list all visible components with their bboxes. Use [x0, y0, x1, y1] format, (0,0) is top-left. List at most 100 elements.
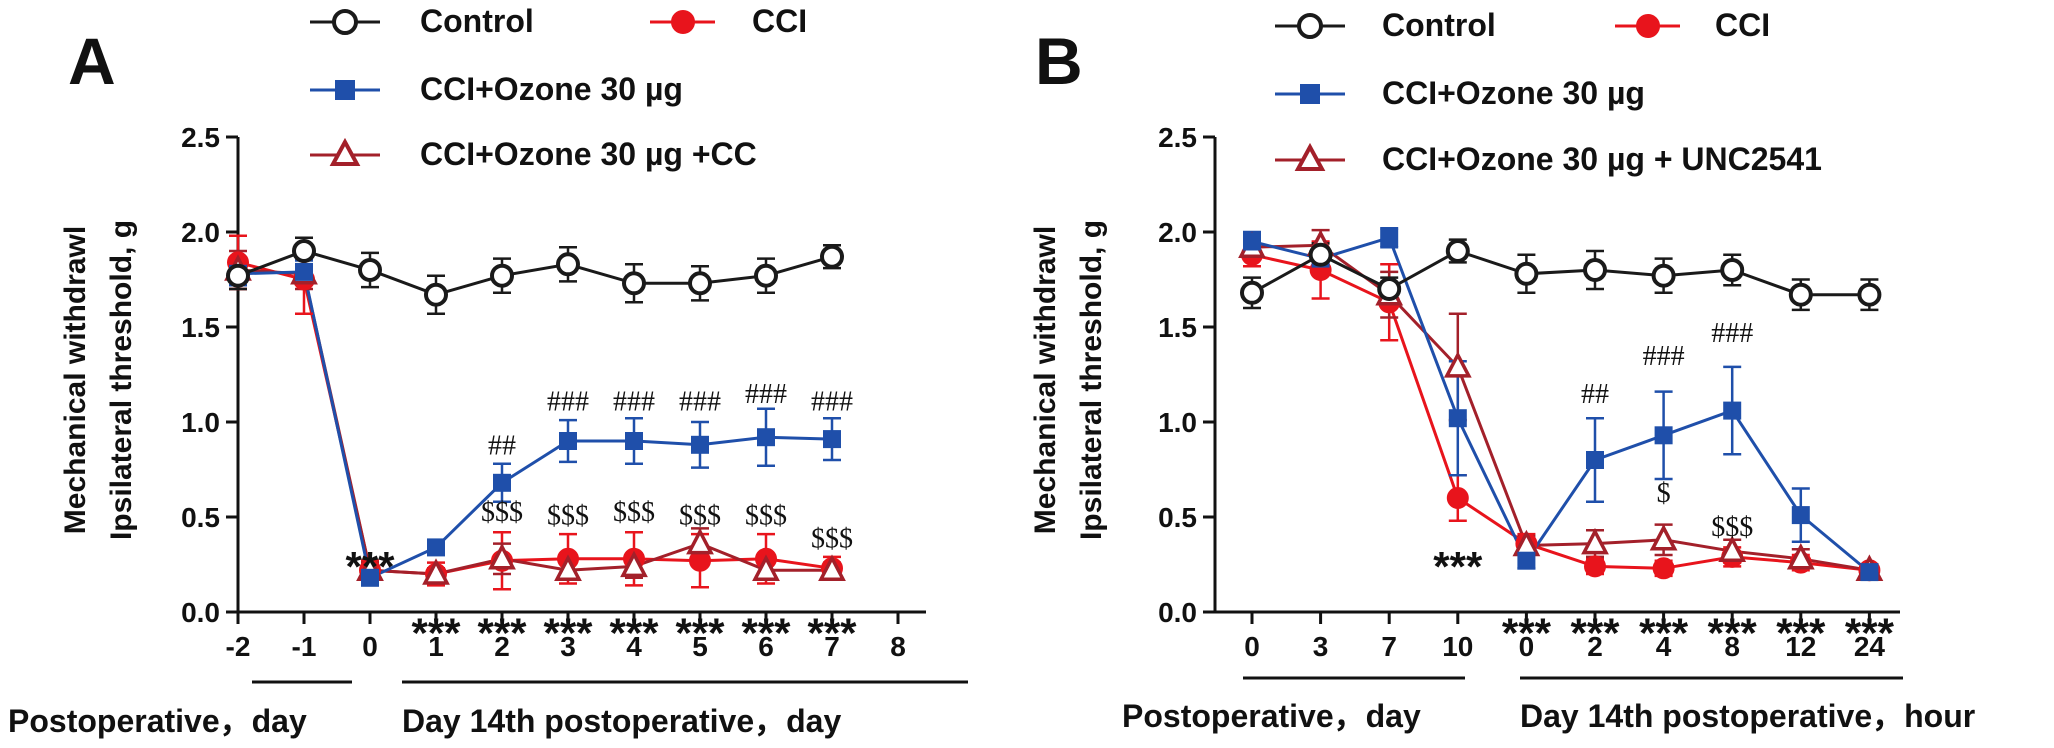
panel-b-ytick-label: 0.0	[1158, 597, 1197, 628]
panel-a-annotation: $$$	[613, 497, 655, 528]
legend-b-control: Control	[1275, 7, 1496, 43]
panel-b-ylabel-line2: Ipsilateral threshold, g	[1075, 220, 1108, 540]
panel-b-point-triangle	[1649, 524, 1678, 551]
panel-a-xtick-label: 0	[362, 631, 378, 662]
panel-b-point-ozone	[1723, 401, 1742, 420]
legend-b-triangle-marker	[1294, 142, 1326, 171]
legend-b-ozone-marker	[1300, 84, 1320, 104]
panel-b-annotation: ***	[1570, 610, 1620, 657]
panel-a-annotation: ***	[543, 610, 593, 657]
panel-b-plot: 0.00.51.01.52.02.50 3 7 10 0 2 4 8 12 24***######…	[1158, 122, 1900, 662]
panel-a-annotation: ##	[488, 430, 516, 461]
panel-b-annotation: ###	[1643, 341, 1685, 372]
legend-a-triangle: CCI+Ozone 30 µg +CC	[310, 136, 757, 172]
panel-a-annotation: ###	[745, 379, 787, 410]
legend-b-triangle-label: CCI+Ozone 30 µg + UNC2541	[1382, 141, 1822, 177]
legend-b-ozone-label: CCI+Ozone 30 µg	[1382, 75, 1645, 111]
panel-a-label: A	[68, 24, 116, 98]
panel-a-annotation: ###	[679, 387, 721, 418]
panel-b-annotation: ***	[1845, 610, 1895, 657]
panel-a-xtick-label: 2	[494, 631, 510, 662]
legend-a-control-label: Control	[420, 3, 534, 39]
panel-a-xtick-label: 3	[560, 631, 576, 662]
panel-b-group2-label: Day 14th postoperative，hour	[1520, 698, 1975, 734]
panel-a-annotation: ###	[811, 387, 853, 418]
panel-a-xtick-label: 5	[692, 631, 708, 662]
panel-b-xtick-label: 10	[1442, 631, 1473, 662]
panel-b-annotation: ***	[1776, 610, 1826, 657]
legend-b-ozone: CCI+Ozone 30 µg	[1275, 75, 1645, 111]
legend-b-control-label: Control	[1382, 7, 1496, 43]
panel-a-xtick-label: -2	[226, 631, 251, 662]
panel-a-line-ozone	[237, 270, 833, 580]
panel-a-point-ozone	[427, 538, 445, 557]
panel-b-annotation: $	[1657, 478, 1671, 509]
panel-a-point-triangle	[422, 558, 450, 585]
panel-a-annotation: ###	[613, 387, 655, 418]
panel-a-point-control	[292, 239, 316, 263]
legend-b-cci: CCI	[1615, 7, 1770, 43]
legend-a-cci: CCI	[650, 3, 807, 39]
panel-a-ylabel-line1: Mechanical withdrawl	[59, 226, 92, 534]
panel-b-point-control	[1651, 263, 1676, 288]
panel-a-legend: Control CCI CCI+Ozone 30 µg CCI+Ozone 30…	[310, 3, 807, 172]
panel-b-point-ozone	[1791, 506, 1810, 525]
panel-b-point-ozone	[1654, 426, 1673, 445]
panel-a-annotation: ***	[807, 610, 857, 657]
panel-a-annotation: ***	[477, 610, 527, 657]
panel-a-point-control	[820, 244, 844, 269]
panel-a-point-ozone	[757, 428, 775, 447]
panel-a-point-control	[556, 252, 580, 277]
panel-b-point-ozone	[1517, 551, 1536, 570]
panel-b-point-triangle	[1581, 527, 1609, 555]
panel-b-annotation: ##	[1581, 379, 1609, 410]
legend-b-control-marker	[1297, 13, 1323, 39]
panel-b-xtick-label: 2	[1587, 631, 1603, 662]
panel-b-point-cci	[1584, 555, 1606, 578]
legend-a-triangle-label: CCI+Ozone 30 µg +CC	[420, 136, 757, 172]
panel-a-ytick-label: 1.5	[181, 312, 220, 343]
legend-a-ozone-label: CCI+Ozone 30 µg	[420, 71, 683, 107]
panel-a-point-ozone	[361, 568, 379, 587]
panel-b-ytick-label: 0.5	[1158, 502, 1197, 533]
panel-a-point-triangle	[554, 554, 582, 581]
panel-b-point-control	[1514, 261, 1539, 286]
panel-a-point-ozone	[295, 262, 313, 281]
panel-b-ylabel-line1: Mechanical withdrawl	[1029, 226, 1062, 534]
panel-a-annotation: ***	[741, 610, 791, 657]
panel-b-group1-label: Postoperative，day	[1122, 698, 1421, 734]
panel-b-xtick-label: 24	[1854, 631, 1886, 662]
panel-b-annotation: ***	[1433, 543, 1483, 590]
panel-b-ytick-label: 1.5	[1158, 312, 1197, 343]
legend-a-ozone: CCI+Ozone 30 µg	[310, 71, 683, 107]
panel-a-annotation: $$$	[547, 501, 589, 532]
panel-a-point-triangle	[620, 550, 648, 578]
panel-a-annotation: $$$	[679, 501, 721, 532]
panel-a-point-triangle	[752, 554, 780, 581]
panel-b-xtick-label: 0	[1244, 631, 1260, 662]
panel-a-point-control	[358, 258, 382, 282]
panel-a-xtick-label: 8	[890, 631, 906, 662]
panel-a-annotation: ###	[547, 387, 589, 418]
panel-a-point-control	[688, 271, 712, 296]
panel-b-point-control	[1445, 239, 1470, 263]
panel-b-line-ozone	[1251, 235, 1871, 574]
panel-a-point-triangle	[818, 554, 846, 581]
panel-b-annotation: ***	[1708, 610, 1758, 657]
panel-a-ytick-label: 0.5	[181, 502, 220, 533]
panel-a-annotation: ***	[411, 610, 461, 657]
panel-b-point-control	[1308, 242, 1333, 267]
panel-b-point-control	[1240, 280, 1264, 305]
panel-a-point-control	[754, 263, 778, 288]
panel-b-ytick-label: 1.0	[1158, 407, 1197, 438]
panel-a-xtick-label: 6	[758, 631, 774, 662]
legend-a-cci-label: CCI	[752, 3, 807, 39]
panel-b-point-ozone	[1243, 232, 1261, 251]
panel-b-annotation: $$$	[1711, 512, 1753, 543]
panel-a-annotation: $$$	[811, 523, 853, 554]
panel-b-annotation: ###	[1711, 318, 1753, 349]
panel-b-point-control	[1583, 258, 1607, 282]
panel-b-line-triangle	[1251, 243, 1870, 572]
panel-a-annotation: $$$	[481, 497, 523, 528]
panel-b-point-cci	[1446, 487, 1469, 509]
